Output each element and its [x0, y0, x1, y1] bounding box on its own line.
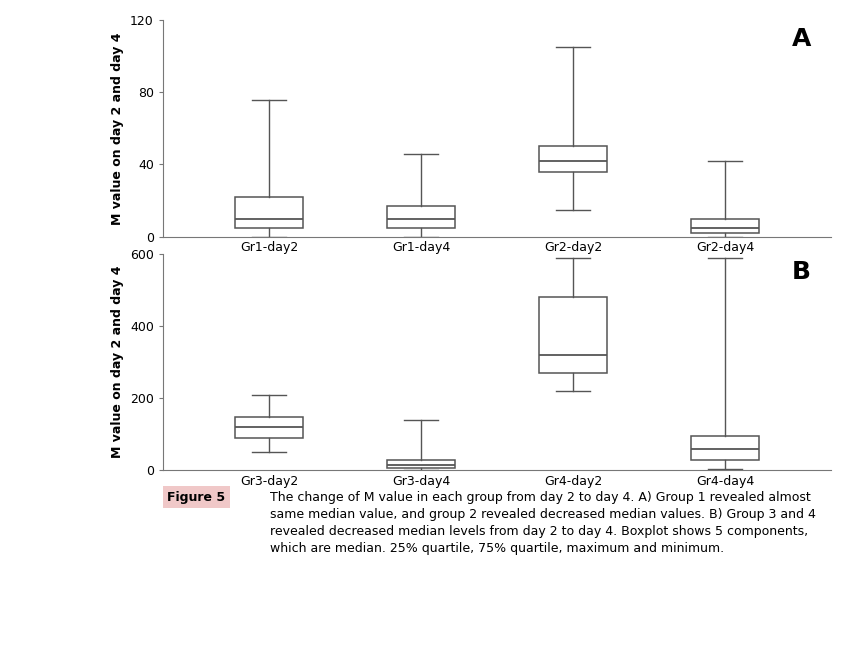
Text: A: A — [792, 27, 812, 50]
Text: B: B — [792, 261, 812, 284]
PathPatch shape — [235, 417, 303, 438]
Text: Figure 5: Figure 5 — [167, 491, 225, 503]
PathPatch shape — [235, 197, 303, 228]
Text: The change of M value in each group from day 2 to day 4. A) Group 1 revealed alm: The change of M value in each group from… — [270, 491, 816, 554]
Y-axis label: M value on day 2 and day 4: M value on day 2 and day 4 — [111, 32, 124, 224]
PathPatch shape — [387, 460, 455, 468]
Y-axis label: M value on day 2 and day 4: M value on day 2 and day 4 — [111, 266, 124, 458]
PathPatch shape — [691, 218, 759, 233]
PathPatch shape — [691, 436, 759, 460]
PathPatch shape — [387, 206, 455, 228]
PathPatch shape — [539, 297, 608, 373]
PathPatch shape — [539, 146, 608, 171]
